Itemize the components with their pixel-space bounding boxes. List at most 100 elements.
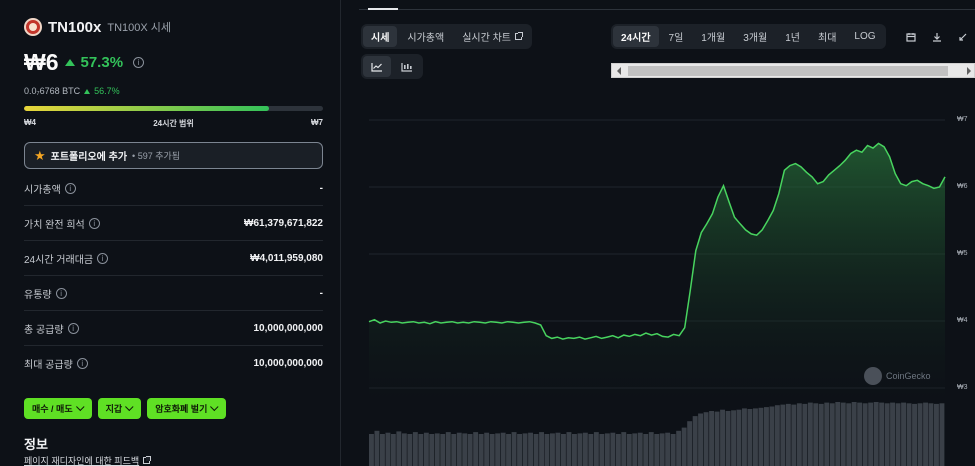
time-range-label: LOG bbox=[854, 31, 876, 42]
stat-value: ₩4,011,959,080 bbox=[250, 252, 323, 264]
candlestick-chart-button[interactable] bbox=[393, 56, 421, 77]
volume-bar bbox=[434, 433, 440, 466]
stat-label-text: 시가총액 bbox=[24, 184, 61, 196]
info-icon[interactable]: i bbox=[64, 182, 76, 194]
volume-bar bbox=[829, 403, 835, 466]
volume-bar bbox=[807, 402, 813, 466]
volume-bar bbox=[758, 407, 764, 466]
time-range-tab[interactable]: 최대 bbox=[810, 26, 844, 47]
chart-tab[interactable]: 시세 bbox=[363, 26, 398, 47]
volume-bar bbox=[934, 403, 939, 466]
volume-bar bbox=[796, 403, 802, 466]
volume-bar bbox=[923, 402, 928, 466]
action-buttons: 매수 / 매도 지갑 암호화폐 벌기 bbox=[24, 398, 227, 419]
volume-bar bbox=[802, 403, 808, 466]
stat-row: 총 공급량 i 10,000,000,000 bbox=[24, 311, 323, 346]
chart-tab-label: 실시간 차트 bbox=[462, 33, 511, 44]
volume-bar bbox=[615, 434, 621, 466]
calendar-button[interactable] bbox=[898, 26, 924, 47]
action-label: 지갑 bbox=[105, 404, 123, 414]
volume-bar bbox=[495, 433, 501, 466]
time-range-tab[interactable]: 7일 bbox=[661, 26, 692, 47]
info-icon[interactable]: i bbox=[55, 287, 67, 299]
info-icon[interactable]: i bbox=[67, 322, 79, 334]
action-button[interactable]: 암호화폐 벌기 bbox=[147, 398, 227, 419]
price-row: ₩6 57.3% i bbox=[24, 49, 145, 76]
btc-price: 0.0₇6768 BTC bbox=[24, 86, 81, 96]
volume-bar bbox=[544, 434, 550, 466]
coin-header: TN100x TN100X 시세 bbox=[24, 18, 171, 36]
volume-bar bbox=[720, 409, 725, 466]
volume-bar bbox=[517, 434, 522, 466]
price-chart[interactable] bbox=[359, 100, 975, 466]
chart-tools bbox=[898, 24, 975, 49]
stat-value: 10,000,000,000 bbox=[253, 322, 323, 334]
action-label: 매수 / 매도 bbox=[32, 404, 73, 414]
volume-bar bbox=[873, 402, 879, 466]
volume-bar bbox=[862, 403, 868, 466]
y-tick-label: ₩5 bbox=[957, 250, 968, 257]
stat-label-text: 최대 공급량 bbox=[24, 360, 73, 371]
stat-label: 시가총액 i bbox=[24, 181, 76, 196]
time-range-tab[interactable]: 24시간 bbox=[613, 26, 659, 47]
volume-bar bbox=[764, 407, 769, 466]
scroll-left-icon[interactable] bbox=[617, 67, 621, 75]
time-range-tab[interactable]: 1개월 bbox=[693, 26, 733, 47]
line-chart-button[interactable] bbox=[363, 56, 391, 77]
time-range-tab[interactable]: 1년 bbox=[777, 26, 808, 47]
chart-tab[interactable]: 시가총액 bbox=[399, 26, 452, 47]
range-bar bbox=[24, 106, 323, 111]
volume-bar bbox=[456, 432, 462, 466]
stat-label: 최대 공급량 i bbox=[24, 356, 88, 371]
action-button[interactable]: 매수 / 매도 bbox=[24, 398, 92, 419]
volume-bar bbox=[423, 432, 429, 466]
stat-value: ₩61,379,671,822 bbox=[244, 217, 323, 229]
current-price: ₩6 bbox=[24, 49, 59, 75]
scroll-right-icon[interactable] bbox=[967, 67, 971, 75]
volume-bar bbox=[709, 411, 714, 466]
time-range-label: 7일 bbox=[668, 33, 684, 44]
time-range-tab[interactable]: LOG bbox=[846, 26, 883, 47]
volume-bar bbox=[895, 403, 901, 466]
download-button[interactable] bbox=[924, 26, 950, 47]
volume-bar bbox=[676, 430, 682, 466]
info-icon[interactable]: i bbox=[133, 57, 145, 68]
volume-bar bbox=[506, 434, 511, 466]
volume-bar bbox=[824, 402, 830, 466]
expand-icon bbox=[959, 33, 967, 41]
volume-bar bbox=[500, 432, 506, 466]
scroll-thumb[interactable] bbox=[628, 66, 948, 76]
volume-bar bbox=[401, 433, 407, 466]
volume-bar bbox=[522, 433, 528, 466]
volume-bar bbox=[451, 434, 457, 466]
volume-bar bbox=[610, 432, 616, 466]
horizontal-scrollbar[interactable] bbox=[611, 63, 975, 78]
volume-bar bbox=[906, 403, 912, 466]
volume-bar bbox=[550, 433, 555, 466]
info-icon[interactable]: i bbox=[76, 358, 88, 369]
time-range-label: 1개월 bbox=[701, 33, 726, 44]
info-icon[interactable]: i bbox=[97, 252, 109, 264]
volume-bar bbox=[539, 432, 544, 466]
y-tick-label: ₩3 bbox=[957, 384, 968, 391]
feedback-link[interactable]: 페이지 재디자인에 대한 피드백 bbox=[24, 454, 152, 466]
stat-value: - bbox=[319, 287, 323, 299]
up-arrow-icon bbox=[84, 88, 91, 94]
volume-bar bbox=[736, 409, 742, 466]
range-bar-fill bbox=[24, 106, 270, 111]
time-range-tab[interactable]: 3개월 bbox=[735, 26, 775, 47]
volume-bar bbox=[725, 411, 731, 466]
coin-logo-icon bbox=[24, 18, 42, 36]
time-range-label: 3개월 bbox=[743, 33, 768, 44]
btc-change-pct: 56.7% bbox=[94, 86, 120, 96]
info-icon[interactable]: i bbox=[88, 217, 100, 229]
volume-bar bbox=[753, 408, 758, 466]
action-button[interactable]: 지갑 bbox=[97, 398, 142, 419]
stat-label: 총 공급량 i bbox=[24, 321, 79, 336]
fullscreen-button[interactable] bbox=[950, 26, 975, 47]
price-line bbox=[368, 142, 946, 340]
volume-bar bbox=[840, 402, 846, 466]
stat-value: - bbox=[319, 182, 323, 194]
add-to-portfolio-button[interactable]: ★ 포트폴리오에 추가 • 597 추가됨 bbox=[24, 142, 323, 169]
chart-tab[interactable]: 실시간 차트 bbox=[454, 26, 530, 47]
